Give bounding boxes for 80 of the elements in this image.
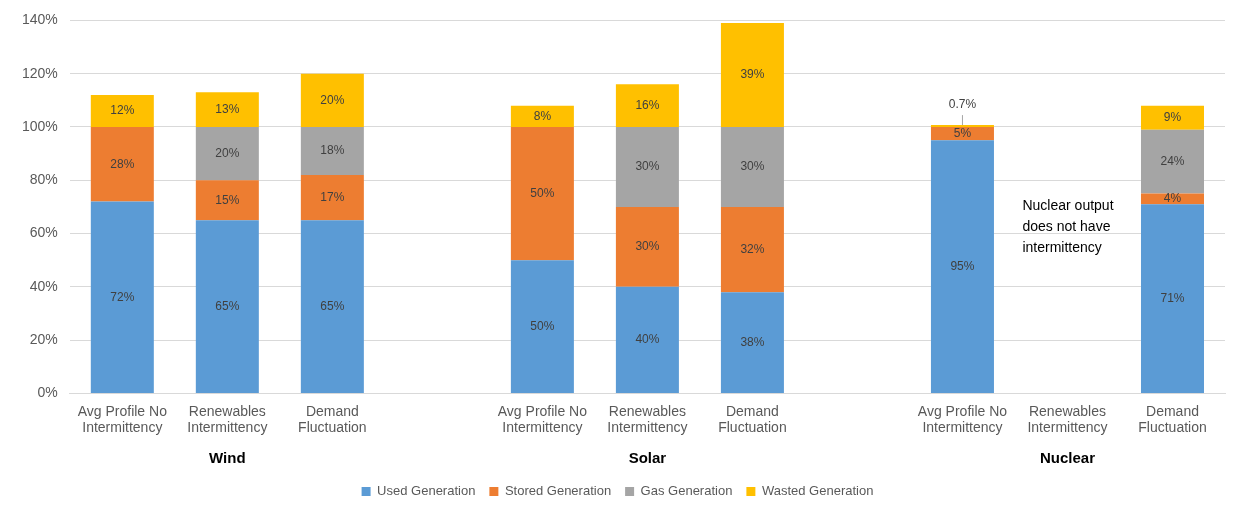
y-tick-label: 20% <box>29 330 58 347</box>
x-tick-label: Avg Profile No Intermittency <box>917 402 1008 436</box>
bar <box>615 206 679 287</box>
text: Nuclear <box>1039 448 1096 466</box>
x-tick-label: Renewables Intermittency <box>607 402 688 436</box>
data-label: 15% <box>215 192 240 207</box>
bar <box>300 220 364 393</box>
bar <box>1140 105 1204 130</box>
x-tick-label: Demand Fluctuation <box>718 402 787 436</box>
y-tick-label: 60% <box>29 224 58 241</box>
y-tick-label: 120% <box>21 64 58 81</box>
bar <box>720 292 784 393</box>
x-tick-label: Avg Profile No Intermittency <box>77 402 168 436</box>
bar <box>300 126 364 175</box>
bar <box>195 126 259 181</box>
bar <box>1140 129 1204 194</box>
data-label: 8% <box>533 108 552 123</box>
data-label: 12% <box>110 103 135 118</box>
data-label: 95% <box>950 258 975 273</box>
data-label: 16% <box>635 97 660 112</box>
bar <box>195 220 259 393</box>
data-label: 30% <box>740 159 765 174</box>
legend-label: Used Generation <box>377 483 476 499</box>
x-tick-label: Demand Fluctuation <box>298 402 367 436</box>
data-label: 28% <box>110 156 135 171</box>
y-tick-label: 80% <box>29 171 58 188</box>
bar <box>1140 204 1204 393</box>
x-tick-label: Renewables Intermittency <box>187 402 268 436</box>
legend-label: Stored Generation <box>504 483 612 499</box>
data-label: 50% <box>530 318 555 333</box>
data-label: 39% <box>740 67 765 82</box>
y-tick-label: 0% <box>37 384 58 401</box>
data-label: 17% <box>320 189 345 204</box>
annotation: Nuclear output does not have intermittency <box>1022 196 1114 255</box>
text: Solar <box>628 448 667 466</box>
y-tick-label: 40% <box>29 277 58 294</box>
bar <box>300 73 364 127</box>
data-label: 40% <box>635 332 660 347</box>
bar <box>510 126 574 261</box>
data-label: 65% <box>215 298 240 313</box>
data-label: 72% <box>110 289 135 304</box>
data-label: 0.7% <box>948 97 977 112</box>
data-label: 32% <box>740 241 765 256</box>
data-label: 18% <box>320 143 345 158</box>
bar <box>720 206 784 293</box>
x-tick-label: Avg Profile No Intermittency <box>497 402 588 436</box>
data-label: 71% <box>1160 290 1185 305</box>
legend-label: Wasted Generation <box>761 483 874 499</box>
bar <box>300 174 364 221</box>
data-label: 20% <box>215 145 240 160</box>
bar <box>930 140 994 393</box>
y-tick-label: 100% <box>21 117 58 134</box>
bar <box>90 126 154 202</box>
x-tick-label: Renewables Intermittency <box>1027 402 1108 436</box>
y-tick-label: 140% <box>21 11 58 28</box>
data-label: 4% <box>1163 191 1182 206</box>
bar <box>615 286 679 393</box>
bar <box>720 23 784 127</box>
data-label: 5% <box>953 125 972 140</box>
data-label: 24% <box>1160 153 1185 168</box>
bar <box>615 84 679 127</box>
bar <box>90 201 154 393</box>
data-label: 30% <box>635 159 660 174</box>
data-label: 30% <box>635 239 660 254</box>
data-label: 13% <box>215 101 240 116</box>
data-label: 50% <box>530 185 555 200</box>
data-label: 38% <box>740 334 765 349</box>
legend-label: Gas Generation <box>640 483 733 499</box>
data-label: 9% <box>1163 109 1182 124</box>
data-label: 65% <box>320 298 345 313</box>
text: Wind <box>209 448 246 466</box>
data-label: 20% <box>320 92 345 107</box>
bar <box>90 95 154 127</box>
bar <box>195 180 259 221</box>
x-tick-label: Demand Fluctuation <box>1138 402 1207 436</box>
bar <box>510 260 574 393</box>
bar <box>195 92 259 127</box>
bar <box>615 126 679 207</box>
bar <box>720 126 784 207</box>
bar <box>510 105 574 127</box>
